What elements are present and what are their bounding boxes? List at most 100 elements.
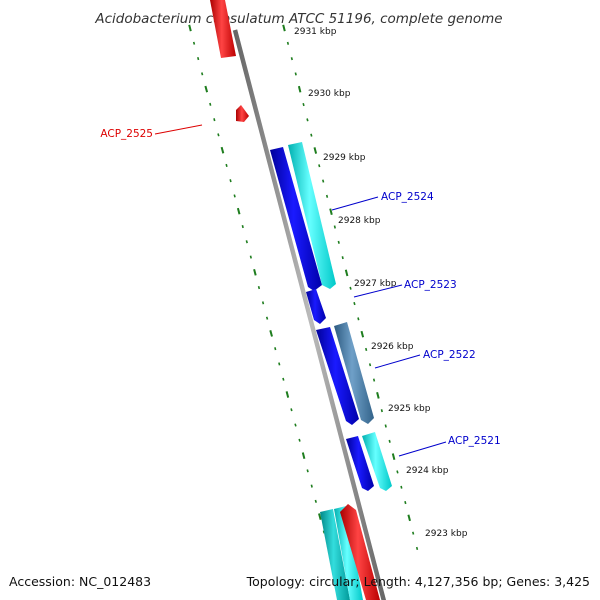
- tick-mark: [197, 56, 200, 61]
- tick-mark: [341, 256, 344, 260]
- tick-mark: [344, 269, 349, 277]
- tick-mark: [229, 179, 232, 183]
- tick-mark: [384, 424, 387, 428]
- kbp-label: 2924 kbp: [406, 466, 449, 476]
- tick-mark: [217, 133, 220, 137]
- tick-mark: [337, 240, 340, 244]
- gene-arrow-acp-2524[interactable]: [288, 142, 336, 289]
- tick-mark: [209, 102, 212, 106]
- kbp-label: 2931 kbp: [294, 27, 337, 37]
- kbp-label: 2926 kbp: [371, 342, 414, 352]
- tick-mark: [245, 240, 248, 244]
- tick-mark: [192, 41, 196, 45]
- tick-tracks: [188, 24, 419, 595]
- tick-mark: [306, 118, 309, 122]
- leader-acp-2524: [331, 196, 379, 211]
- tick-mark: [298, 438, 301, 442]
- tick-mark: [404, 500, 407, 505]
- gene-arrow-cyan-bottom[interactable]: [334, 506, 363, 600]
- tick-mark: [372, 378, 376, 382]
- tick-mark: [368, 363, 372, 367]
- tick-mark: [249, 255, 252, 259]
- leader-acp-2523: [353, 284, 403, 298]
- gene-arrow-teal-bottom-1[interactable]: [320, 509, 350, 600]
- gene-label-acp-2524[interactable]: ACP_2524: [381, 191, 434, 203]
- tick-mark: [278, 362, 281, 366]
- tick-mark: [233, 194, 236, 198]
- tick-mark: [400, 485, 403, 489]
- kbp-label: 2923 kbp: [425, 529, 468, 539]
- tick-mark: [285, 391, 290, 398]
- tick-mark: [357, 317, 360, 321]
- tick-mark: [201, 72, 204, 76]
- tick-mark: [204, 85, 209, 93]
- tick-mark: [265, 316, 269, 320]
- leader-acp-2522: [374, 354, 421, 369]
- tick-mark: [360, 330, 365, 338]
- tick-mark: [318, 164, 321, 168]
- tick-mark: [353, 301, 356, 306]
- kbp-label: 2927 kbp: [354, 279, 397, 289]
- tick-mark: [322, 179, 325, 183]
- tick-mark: [396, 470, 399, 474]
- gene-arrow-red-top[interactable]: [210, 0, 236, 58]
- tick-mark: [213, 118, 216, 122]
- tick-mark: [301, 452, 306, 459]
- tick-mark: [302, 102, 305, 107]
- gene-arrow-red-bottom[interactable]: [340, 504, 380, 600]
- kbp-label: 2928 kbp: [338, 216, 381, 226]
- tick-mark: [220, 146, 225, 154]
- tick-mark: [297, 85, 302, 93]
- tick-mark: [225, 163, 228, 168]
- map-title: Acidobacterium capsulatum ATCC 51196, co…: [94, 11, 502, 27]
- tick-mark: [365, 347, 368, 352]
- gene-label-acp-2525[interactable]: ACP_2525: [100, 128, 153, 140]
- tick-mark: [310, 484, 313, 488]
- genome-summary-text: Topology: circular; Length: 4,127,356 bp…: [246, 574, 590, 589]
- gene-label-acp-2523[interactable]: ACP_2523: [404, 279, 457, 291]
- gene-arrow-acp-2525[interactable]: [236, 105, 249, 122]
- gene-arrow-acp-2522a[interactable]: [316, 327, 359, 425]
- tick-mark: [329, 208, 333, 216]
- tick-mark: [415, 546, 419, 551]
- tick-mark: [261, 301, 265, 305]
- gene-label-acp-2521[interactable]: ACP_2521: [448, 435, 501, 447]
- gene-label-leaders: [154, 124, 447, 457]
- tick-mark: [306, 469, 309, 473]
- tick-mark: [407, 514, 411, 522]
- kbp-label: 2929 kbp: [323, 153, 366, 163]
- gene-arrow-acp-2521[interactable]: [362, 432, 392, 491]
- tick-mark: [282, 377, 285, 381]
- genome-backbone: [232, 29, 387, 600]
- tick-mark: [314, 499, 317, 503]
- gene-arrow-acp-2523[interactable]: [306, 289, 326, 324]
- tick-mark: [290, 408, 293, 412]
- tick-mark: [325, 194, 329, 198]
- tick-mark: [313, 147, 318, 154]
- tick-mark: [290, 57, 293, 61]
- gene-arrow-acp-2522[interactable]: [334, 322, 374, 424]
- gene-label-acp-2522[interactable]: ACP_2522: [423, 349, 476, 361]
- tick-mark: [274, 347, 277, 351]
- tick-mark: [236, 207, 241, 215]
- tick-mark: [318, 513, 322, 520]
- accession-text: Accession: NC_012483: [9, 574, 151, 589]
- gene-arrow-acp-2524a[interactable]: [270, 147, 322, 291]
- gene-labels: ACP_2525 ACP_2524 ACP_2523 ACP_2522 ACP_…: [100, 128, 500, 447]
- tick-mark: [294, 72, 297, 76]
- kbp-label: 2930 kbp: [308, 89, 351, 99]
- tick-mark: [380, 409, 383, 413]
- tick-mark: [391, 453, 396, 460]
- tick-mark: [388, 439, 391, 443]
- tick-mark: [188, 24, 192, 32]
- tick-mark: [269, 330, 273, 337]
- tick-mark: [333, 225, 336, 229]
- leader-acp-2521: [398, 441, 447, 457]
- tick-mark: [286, 41, 290, 45]
- kbp-labels: 2931 kbp 2930 kbp 2929 kbp 2928 kbp 2927…: [294, 27, 468, 539]
- leader-acp-2525: [154, 124, 203, 135]
- tick-mark: [376, 392, 380, 399]
- tick-mark: [310, 133, 313, 137]
- gene-arrow-acp-2521a[interactable]: [346, 436, 374, 491]
